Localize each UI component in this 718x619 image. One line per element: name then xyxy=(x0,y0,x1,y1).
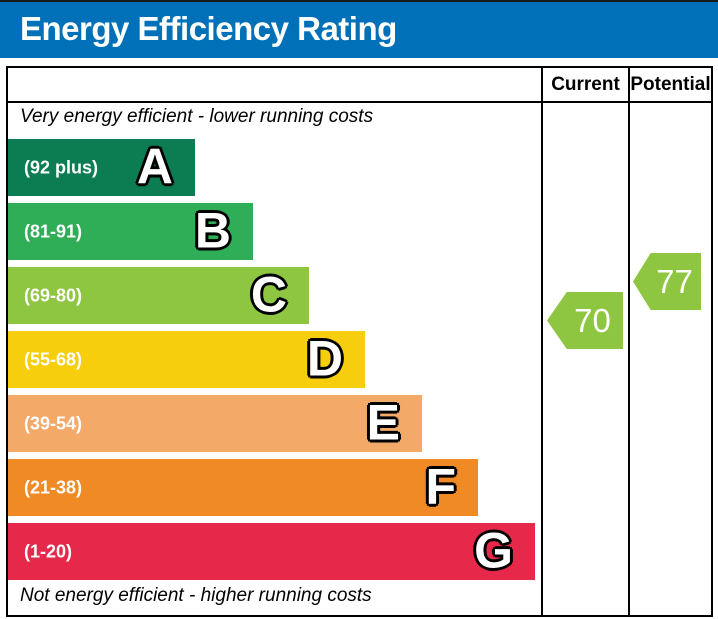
current-column-divider xyxy=(541,68,543,615)
band-c-letter: C xyxy=(250,265,287,322)
band-b: (81-91) B xyxy=(8,201,253,260)
current-rating-value: 70 xyxy=(574,301,611,339)
band-f: (21-38) F xyxy=(8,457,478,516)
column-header-potential: Potential xyxy=(630,73,711,95)
band-g-letter: G xyxy=(474,521,513,578)
band-c-range: (69-80) xyxy=(24,285,83,305)
top-border-line xyxy=(0,0,718,2)
band-d-range: (55-68) xyxy=(24,349,83,369)
page-title: Energy Efficiency Rating xyxy=(20,10,397,47)
caption-not-efficient: Not energy efficient - higher running co… xyxy=(20,585,372,606)
band-a-range: (92 plus) xyxy=(24,157,99,177)
band-a: (92 plus) A xyxy=(8,137,195,196)
header-divider-line xyxy=(8,101,711,103)
title-banner: Energy Efficiency Rating xyxy=(0,2,718,58)
potential-rating-value: 77 xyxy=(656,262,693,300)
band-b-letter: B xyxy=(194,201,231,258)
caption-very-efficient: Very energy efficient - lower running co… xyxy=(20,106,374,127)
band-f-range: (21-38) xyxy=(24,477,83,497)
band-f-letter: F xyxy=(425,457,456,514)
band-g: (1-20) G xyxy=(8,521,535,580)
column-header-current: Current xyxy=(551,73,620,95)
band-d-letter: D xyxy=(306,329,343,386)
band-e: (39-54) E xyxy=(8,393,422,452)
band-a-letter: A xyxy=(136,137,173,194)
potential-column-divider xyxy=(628,68,630,615)
band-e-letter: E xyxy=(366,393,400,450)
band-d: (55-68) D xyxy=(8,329,365,388)
band-g-range: (1-20) xyxy=(24,541,73,561)
rating-table: Current Potential Very energy efficient … xyxy=(6,66,713,617)
band-e-range: (39-54) xyxy=(24,413,83,433)
band-b-range: (81-91) xyxy=(24,221,83,241)
band-c: (69-80) C xyxy=(8,265,309,324)
potential-rating-arrow: 77 xyxy=(633,253,701,310)
current-rating-arrow: 70 xyxy=(547,292,623,349)
